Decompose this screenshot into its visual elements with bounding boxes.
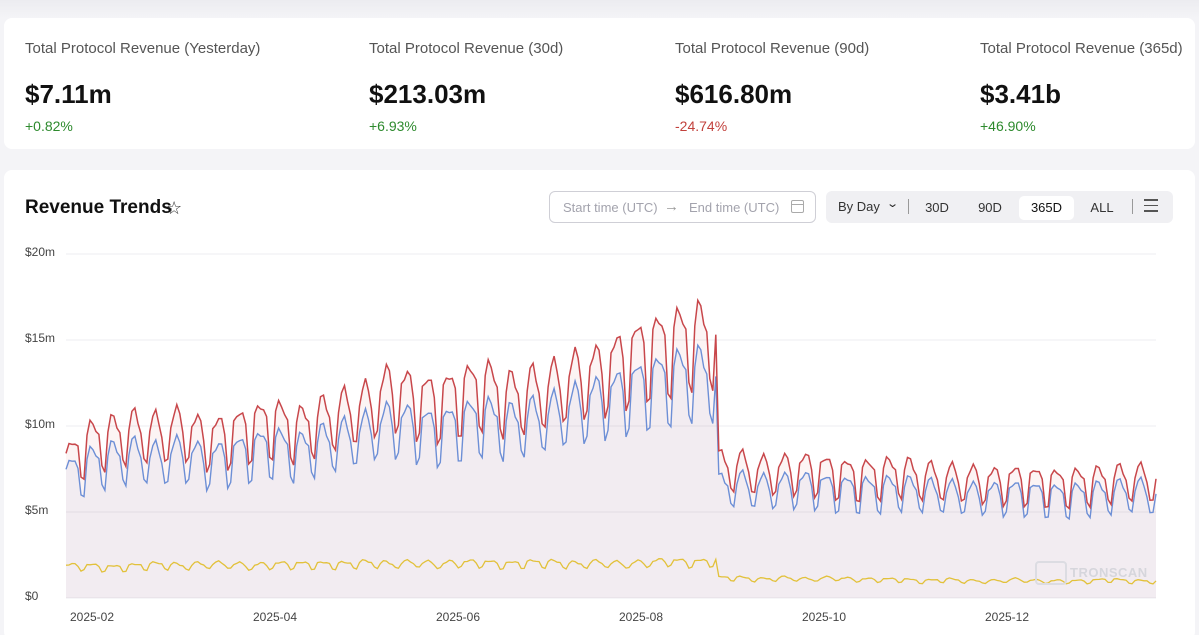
date-range-picker[interactable]: Start time (UTC) → End time (UTC) — [549, 191, 816, 223]
revenue-trends-card: Revenue Trends ☆ Start time (UTC) → End … — [4, 170, 1195, 635]
range-30d-tab[interactable]: 30D — [925, 200, 949, 215]
y-tick-label: $20m — [25, 245, 55, 259]
x-tick-label: 2025-08 — [619, 610, 663, 624]
series-line-tron — [65, 343, 1157, 521]
star-icon[interactable]: ☆ — [166, 198, 183, 218]
stat-value: $7.11m — [25, 79, 112, 109]
tronscan-watermark: TRONSCAN — [1070, 565, 1148, 580]
end-time-input[interactable]: End time (UTC) — [689, 200, 780, 215]
stat-label: Total Protocol Revenue (Yesterday) — [25, 40, 261, 57]
stat-label: Total Protocol Revenue (365d) — [980, 40, 1183, 57]
chevron-down-icon[interactable]: ⌄ — [886, 198, 900, 210]
stat-365d: Total Protocol Revenue (365d) $3.41b +46… — [980, 40, 1183, 134]
stat-label: Total Protocol Revenue (30d) — [369, 40, 564, 57]
series-line-total — [65, 297, 1157, 511]
stat-30d: Total Protocol Revenue (30d) $213.03m +6… — [369, 40, 563, 134]
series-line-other — [65, 557, 1157, 585]
calendar-icon[interactable] — [791, 200, 804, 213]
x-tick-label: 2025-02 — [70, 610, 114, 624]
stat-value: $3.41b — [980, 79, 1061, 109]
x-tick-label: 2025-04 — [253, 610, 297, 624]
total-area — [66, 300, 1156, 598]
stat-change: -24.74% — [675, 118, 728, 134]
range-365d-tab[interactable]: 365D — [1019, 196, 1074, 220]
top-bar — [0, 0, 1199, 18]
tronscan-logo-icon — [1035, 561, 1067, 585]
stat-change: +46.90% — [980, 118, 1036, 134]
divider — [908, 199, 909, 214]
arrow-right-icon: → — [664, 198, 679, 215]
y-tick-label: $15m — [25, 331, 55, 345]
range-all-tab[interactable]: ALL — [1090, 200, 1114, 215]
hamburger-menu-icon[interactable] — [1144, 199, 1158, 212]
y-tick-label: $5m — [25, 503, 48, 517]
divider — [1132, 199, 1133, 214]
y-tick-label: $10m — [25, 417, 55, 431]
stat-value: $616.80m — [675, 79, 793, 109]
revenue-line-chart: $0 $5m $10m $15m $20m 2025-02 2025-04 2025-06 20… — [25, 245, 1157, 624]
granularity-select[interactable]: By Day — [838, 199, 880, 214]
range-controls: By Day ⌄ 30D 90D 365D ALL — [826, 191, 1173, 223]
stat-value: $213.03m — [369, 79, 487, 109]
x-tick-label: 2025-10 — [802, 610, 846, 624]
stat-yesterday: Total Protocol Revenue (Yesterday) $7.11… — [25, 40, 260, 134]
stat-label: Total Protocol Revenue (90d) — [675, 40, 870, 57]
stat-change: +6.93% — [369, 118, 417, 134]
x-tick-label: 2025-06 — [436, 610, 480, 624]
stats-card: Total Protocol Revenue (Yesterday) $7.11… — [4, 18, 1195, 149]
y-tick-label: $0 — [25, 589, 39, 603]
chart-title: Revenue Trends — [25, 197, 172, 218]
stat-change: +0.82% — [25, 118, 73, 134]
range-90d-tab[interactable]: 90D — [978, 200, 1002, 215]
x-tick-label: 2025-12 — [985, 610, 1029, 624]
tron-area — [66, 345, 1156, 598]
start-time-input[interactable]: Start time (UTC) — [563, 200, 658, 215]
stat-90d: Total Protocol Revenue (90d) $616.80m -2… — [675, 40, 869, 134]
